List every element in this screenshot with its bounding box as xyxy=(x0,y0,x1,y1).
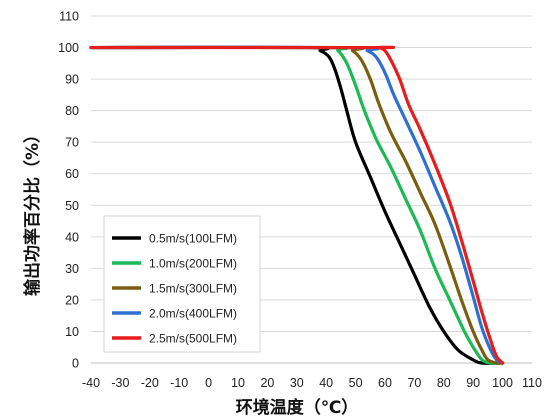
x-tick-label: 50 xyxy=(349,376,363,390)
legend-label-5: 2.5m/s(500LFM) xyxy=(149,332,237,346)
y-tick-label: 0 xyxy=(72,357,79,371)
x-tick-label: 70 xyxy=(407,376,421,390)
legend: 0.5m/s(100LFM) 1.0m/s(200LFM) 1.5m/s(300LF… xyxy=(103,215,261,353)
x-tick-label: 20 xyxy=(260,376,274,390)
y-tick-label: 80 xyxy=(65,104,79,118)
y-tick-label: 70 xyxy=(65,136,79,150)
x-tick-label: -20 xyxy=(141,376,159,390)
y-tick-label: 110 xyxy=(59,10,79,24)
y-tick-labels: 0 10 20 30 40 50 60 70 80 90 100 110 xyxy=(58,10,79,371)
series-line-4 xyxy=(89,45,505,365)
y-axis-title: 输出功率百分比（%） xyxy=(22,126,43,296)
series-line-1 xyxy=(89,45,505,365)
legend-label-4: 2.0m/s(400LFM) xyxy=(149,307,237,321)
y-tick-label: 90 xyxy=(65,73,79,87)
series-lines xyxy=(89,45,505,365)
x-tick-label: 110 xyxy=(522,376,542,390)
y-tick-label: 40 xyxy=(65,230,79,244)
x-tick-label: 100 xyxy=(492,376,513,390)
x-tick-label: -30 xyxy=(111,376,129,390)
y-tick-label: 60 xyxy=(65,167,79,181)
x-tick-label: -40 xyxy=(82,376,100,390)
x-tick-label: 80 xyxy=(437,376,451,390)
legend-label-3: 1.5m/s(300LFM) xyxy=(149,282,237,296)
x-tick-label: 10 xyxy=(231,376,245,390)
y-tick-label: 10 xyxy=(65,325,79,339)
x-tick-label: 30 xyxy=(290,376,304,390)
y-tick-label: 50 xyxy=(65,199,79,213)
x-tick-label: 0 xyxy=(205,376,212,390)
x-tick-label: 60 xyxy=(378,376,392,390)
series-line-2 xyxy=(89,45,505,365)
y-tick-label: 100 xyxy=(58,41,79,55)
series-line-5 xyxy=(89,45,505,365)
x-tick-label: -10 xyxy=(170,376,188,390)
x-axis-title: 环境温度（℃） xyxy=(236,397,359,418)
x-tick-label: 40 xyxy=(319,376,333,390)
legend-label-2: 1.0m/s(200LFM) xyxy=(149,257,237,271)
y-tick-label: 20 xyxy=(65,293,79,307)
series-line-3 xyxy=(89,45,505,365)
legend-label-1: 0.5m/s(100LFM) xyxy=(149,232,237,246)
x-tick-label: 90 xyxy=(466,376,480,390)
y-tick-label: 30 xyxy=(65,262,79,276)
x-tick-labels: -40 -30 -20 -10 0 10 20 30 40 50 60 70 80 90 100 110 xyxy=(82,376,542,390)
